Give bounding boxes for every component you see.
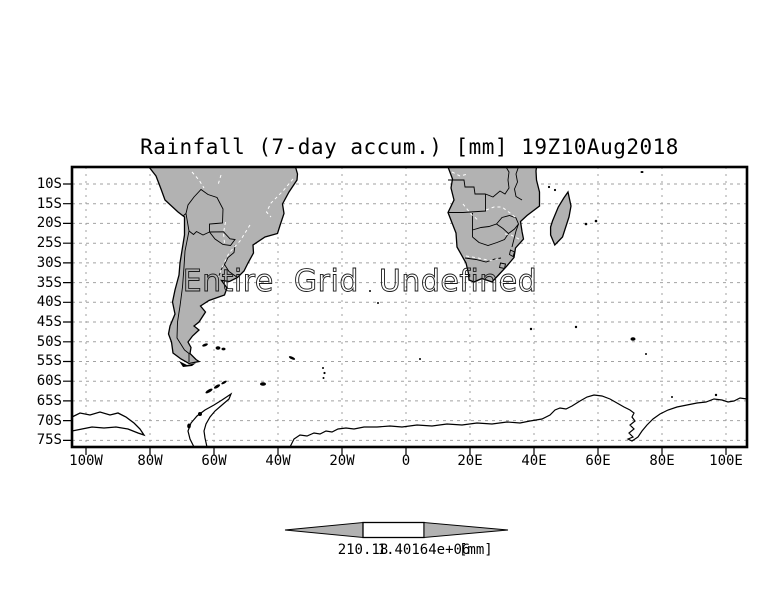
- lat-tick-label: 55S: [36, 353, 62, 370]
- colorbar-units-label: [mm]: [459, 542, 493, 558]
- colorbar-right-label: 1.40164e+06: [377, 542, 471, 558]
- lat-tick-label: 45S: [36, 314, 62, 331]
- undefined-grid-watermark: Entire Grid Undefined: [183, 264, 538, 299]
- country-borders: [448, 167, 523, 270]
- lon-tick-label: 60W: [201, 453, 227, 469]
- lon-tick-label: 40E: [521, 453, 547, 469]
- lon-tick-label: 0: [401, 453, 411, 469]
- africa-landmass: [447, 167, 541, 283]
- colorbar-right-arrow: [423, 521, 509, 539]
- lat-lon-grid: [72, 167, 747, 447]
- colorbar-box: [362, 521, 425, 539]
- rivers: [451, 171, 520, 262]
- lat-tick-label: 65S: [36, 392, 62, 409]
- lon-tick-label: 100W: [69, 453, 103, 469]
- colorbar: [284, 521, 509, 539]
- lat-tick-label: 40S: [36, 294, 62, 311]
- lon-tick-label: 80E: [649, 453, 675, 469]
- lat-tick-label: 70S: [36, 412, 62, 429]
- lon-tick-label: 80W: [137, 453, 163, 469]
- madagascar-landmass: [549, 190, 572, 247]
- lat-tick-label: 10S: [36, 176, 62, 192]
- lon-tick-label: 60E: [585, 453, 611, 469]
- colorbar-left-label: 210.18: [337, 542, 389, 558]
- lon-tick-label: 20E: [457, 453, 483, 469]
- map-frame: [70, 165, 749, 449]
- lon-tick-label: 100E: [709, 453, 743, 469]
- lon-ticks: [85, 447, 727, 455]
- lat-tick-label: 35S: [36, 274, 62, 291]
- lat-tick-label: 75S: [36, 432, 62, 449]
- lat-ticks: [63, 183, 72, 441]
- lon-tick-label: 40W: [265, 453, 291, 469]
- lat-tick-label: 25S: [36, 235, 62, 252]
- lon-tick-label: 20W: [329, 453, 355, 469]
- antarctica-coastline: [72, 392, 747, 447]
- lat-tick-label: 30S: [36, 254, 62, 271]
- lat-tick-label: 20S: [36, 215, 62, 232]
- antarctic-peninsula: [187, 392, 233, 447]
- plot-title: Rainfall (7-day accum.) [mm] 19Z10Aug201…: [140, 135, 679, 159]
- south-america-landmass: [148, 167, 299, 365]
- colorbar-left-arrow: [284, 521, 364, 539]
- country-borders: [176, 188, 238, 362]
- islands: [179, 171, 718, 429]
- rivers: [191, 171, 294, 278]
- lat-tick-label: 60S: [36, 373, 62, 390]
- lat-tick-label: 15S: [36, 195, 62, 212]
- antarctic-west-coast: [72, 411, 146, 437]
- lat-tick-label: 50S: [36, 333, 62, 350]
